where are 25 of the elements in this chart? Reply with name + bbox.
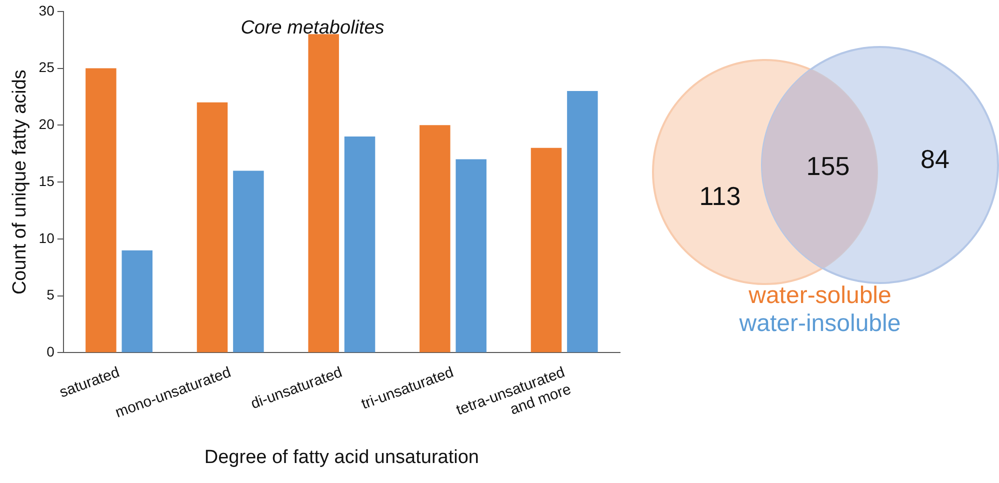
bar — [308, 34, 339, 352]
bar — [86, 68, 116, 352]
chart-title: Core metabolites — [240, 17, 385, 38]
bar — [456, 159, 486, 352]
text: water-soluble — [748, 282, 892, 310]
y-tick-label: 0 — [46, 344, 55, 360]
bar — [233, 170, 264, 352]
y-tick-label: 20 — [38, 116, 55, 132]
bar — [344, 136, 376, 352]
y-tick-label: 15 — [38, 172, 55, 189]
bar — [530, 148, 562, 352]
text: 155 — [806, 151, 850, 181]
y-tick-label: 10 — [38, 230, 55, 246]
y-tick-label: 30 — [38, 2, 55, 18]
y-tick-label: 5 — [46, 286, 55, 303]
bar — [567, 91, 598, 352]
text: water-insoluble — [738, 310, 902, 338]
y-tick-label: 25 — [38, 59, 55, 76]
y-axis-title: Count of unique fatty acids — [10, 70, 31, 295]
bar — [122, 250, 153, 352]
bar — [420, 125, 450, 352]
text: 84 — [920, 144, 950, 174]
bar — [196, 102, 228, 352]
x-axis-title: Degree of fatty acid unsaturation — [204, 446, 479, 468]
text: 113 — [699, 181, 741, 211]
